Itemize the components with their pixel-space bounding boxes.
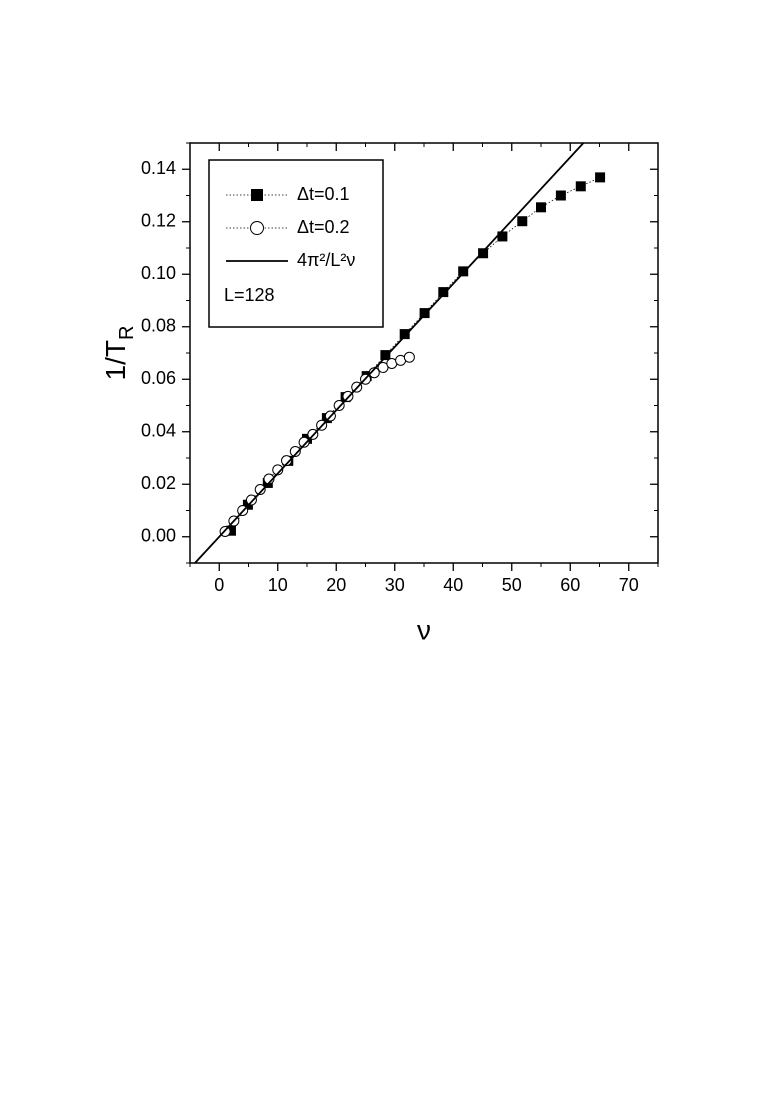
square-marker [225, 525, 236, 536]
x-tick-label: 60 [560, 575, 580, 595]
square-marker [555, 190, 566, 201]
square-marker [458, 266, 469, 277]
fit-line [194, 143, 585, 563]
y-tick-label: 0.14 [141, 158, 176, 178]
square-marker [575, 181, 586, 192]
x-tick-label: 10 [268, 575, 288, 595]
x-axis-label: ν [417, 614, 431, 645]
square-marker [497, 231, 508, 242]
x-tick-label: 50 [502, 575, 522, 595]
y-tick-label: 0.04 [141, 421, 176, 441]
square-marker [595, 172, 606, 183]
square-marker [517, 216, 528, 227]
x-tick-label: 20 [326, 575, 346, 595]
circle-marker [368, 367, 380, 379]
y-axis-label-group: 1/TR [100, 326, 138, 381]
x-tick-label: 0 [214, 575, 224, 595]
square-marker [438, 287, 449, 298]
circle-marker [333, 400, 345, 411]
y-tick-label: 0.02 [141, 473, 176, 493]
y-axis-label-main: 1/T [100, 340, 131, 380]
square-marker [399, 329, 410, 340]
circle-marker [245, 494, 257, 506]
circle-marker [254, 484, 266, 495]
circle-marker [403, 351, 415, 363]
circle-marker [298, 436, 310, 448]
legend-box [208, 159, 384, 328]
plot-area [194, 143, 606, 563]
y-axis-label-sub: R [116, 326, 138, 340]
legend-label: Δt=0.2 [297, 217, 350, 237]
square-marker [536, 202, 546, 213]
y-tick-label: 0.10 [141, 263, 176, 283]
square-marker [380, 350, 391, 361]
annotation: L=128 [224, 285, 275, 305]
y-tick-label: 0.08 [141, 316, 176, 336]
square-marker [419, 308, 430, 319]
legend-circle [250, 221, 264, 235]
y-tick-label: 0.12 [141, 211, 176, 231]
legend-label: Δt=0.1 [297, 184, 350, 204]
x-tick-label: 30 [385, 575, 405, 595]
legend-square [251, 189, 263, 201]
circle-marker [289, 445, 301, 457]
square-marker [478, 248, 489, 259]
y-tick-label: 0.06 [141, 368, 176, 388]
y-axis-label: 1/TR [100, 326, 138, 381]
x-tick-label: 70 [619, 575, 639, 595]
circle-marker [281, 455, 293, 467]
legend-label: 4π²/L²ν [297, 250, 355, 270]
x-tick-label: 40 [443, 575, 463, 595]
y-tick-label: 0.00 [141, 526, 176, 546]
